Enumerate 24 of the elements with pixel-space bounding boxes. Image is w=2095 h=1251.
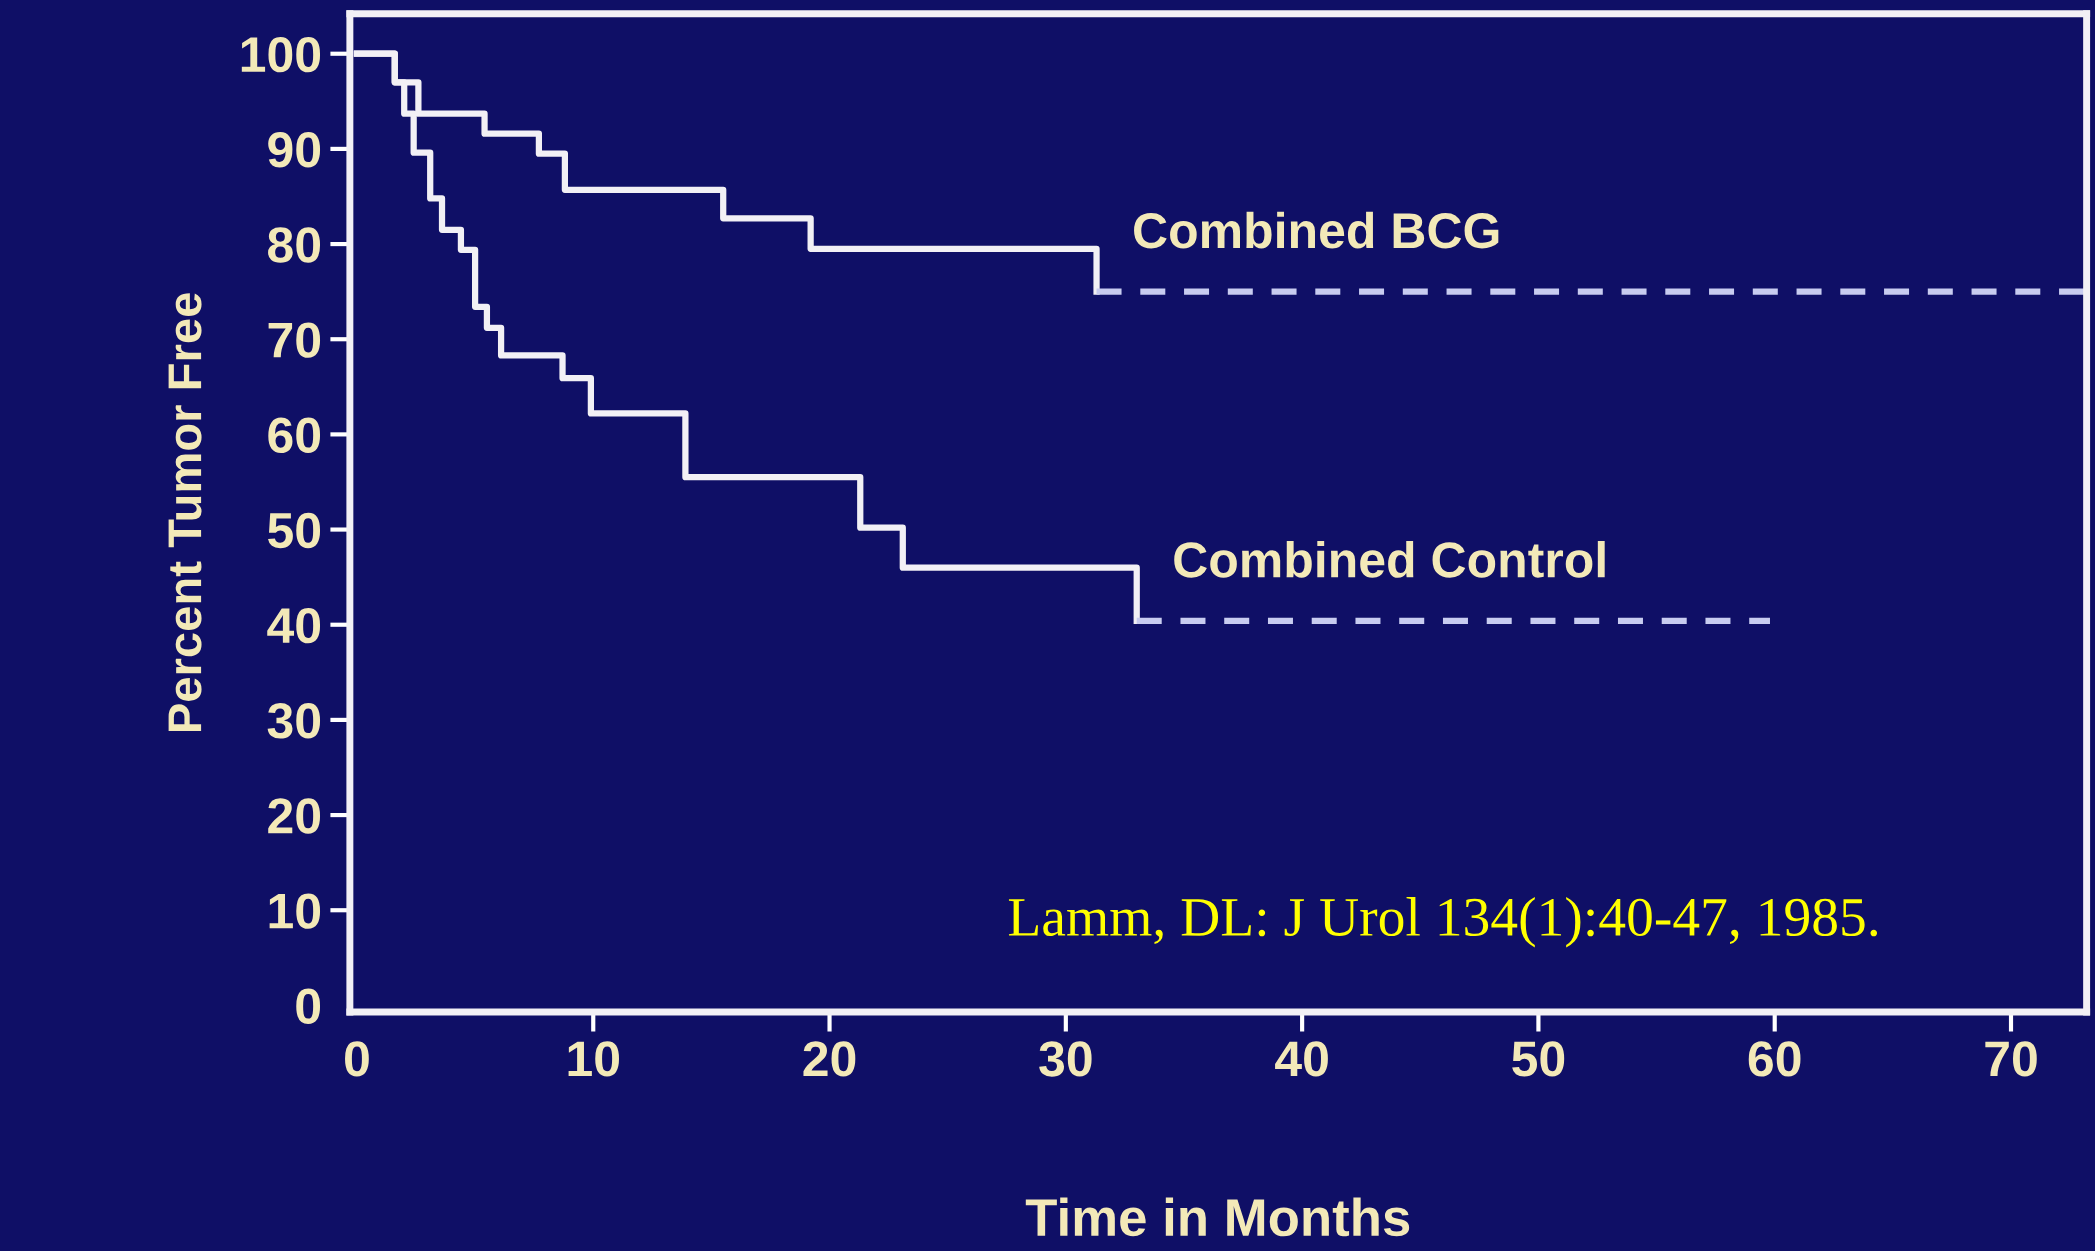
y-tick-label: 0 (296, 988, 321, 1025)
x-tick-label: 70 (1985, 1041, 2037, 1077)
annotation: Lamm, DL: J Urol 134(1):40-47, 1985. (1008, 897, 1878, 948)
x-tick-label: 30 (1039, 1041, 1092, 1077)
y-tick-label: 50 (268, 512, 321, 549)
x-axis-title: Time in Months (1025, 1197, 1410, 1237)
y-tick-label: 100 (241, 36, 321, 73)
y-tick-label: 10 (269, 893, 321, 929)
x-tick-label: 0 (345, 1041, 369, 1077)
x-tick-label: 10 (568, 1041, 620, 1077)
y-tick-label: 30 (267, 703, 321, 739)
x-tick-label: 40 (1275, 1041, 1328, 1077)
y-tick-label: 40 (267, 607, 321, 644)
series-label: Combined Control (1174, 541, 1605, 578)
y-tick-label: 60 (268, 417, 321, 454)
y-tick-label: 70 (268, 322, 321, 358)
series-label: Combined BCG (1134, 211, 1499, 249)
x-tick-label: 50 (1512, 1041, 1565, 1077)
x-tick-label: 20 (803, 1041, 856, 1077)
y-tick-label: 80 (268, 227, 321, 263)
y-tick-label: 20 (268, 798, 321, 834)
y-axis-title: Percent Tumor Free (168, 293, 202, 732)
y-tick-label: 90 (268, 132, 321, 168)
x-tick-label: 60 (1748, 1041, 1801, 1077)
